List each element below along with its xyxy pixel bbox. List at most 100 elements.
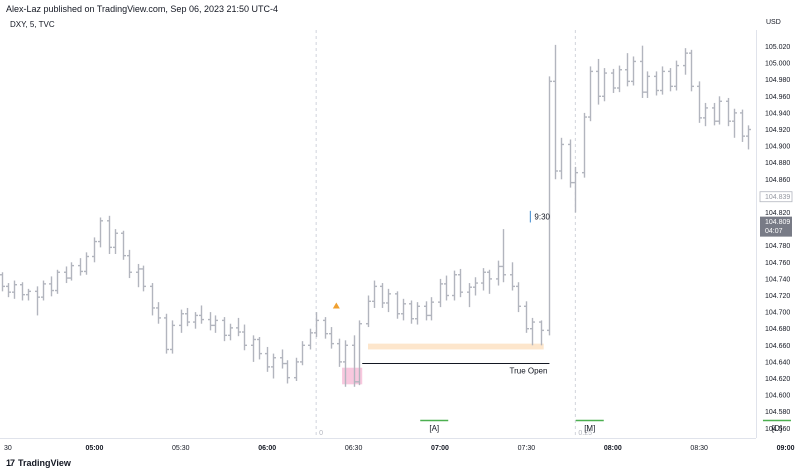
ohlc-bar-53[interactable] xyxy=(380,283,385,308)
ohlc-bar-65[interactable] xyxy=(467,283,472,308)
ohlc-bar-88[interactable] xyxy=(631,56,636,86)
ohlc-bar-27[interactable] xyxy=(193,312,198,329)
ohlc-bar-51[interactable] xyxy=(366,295,371,328)
ohlc-bar-32[interactable] xyxy=(228,323,233,341)
symbol-legend[interactable]: DXY, 5, TVC xyxy=(10,20,55,29)
ohlc-bar-13[interactable] xyxy=(92,237,97,263)
ohlc-bar-95[interactable] xyxy=(683,48,688,75)
ohlc-bar-5[interactable] xyxy=(35,286,40,316)
ohlc-bar-59[interactable] xyxy=(424,301,429,321)
triangle-marker[interactable] xyxy=(332,302,340,309)
ohlc-bar-66[interactable] xyxy=(473,277,478,296)
ohlc-bar-8[interactable] xyxy=(55,269,60,294)
ohlc-bar-93[interactable] xyxy=(668,68,673,92)
ohlc-bar-75[interactable] xyxy=(539,320,544,346)
ohlc-bar-101[interactable] xyxy=(726,97,731,127)
ohlc-bar-91[interactable] xyxy=(654,71,659,96)
time-axis[interactable]: 30 05:00 05:30 06:00 06:30 07:00 07:30 08:00 08:… xyxy=(4,445,800,452)
pink-zone[interactable] xyxy=(342,367,363,385)
ohlc-bar-72[interactable] xyxy=(516,282,521,313)
ohlc-bar-1[interactable] xyxy=(6,283,11,298)
price-axis[interactable]: 105.020 105.000 104.980 104.960 104.940 104.9… xyxy=(759,44,793,433)
ohlc-bar-26[interactable] xyxy=(185,307,190,327)
ohlc-bar-17[interactable] xyxy=(121,230,126,260)
ohlc-bar-89[interactable] xyxy=(640,45,645,98)
ohlc-bar-58[interactable] xyxy=(415,302,420,325)
ohlc-bar-19[interactable] xyxy=(136,263,141,288)
ohlc-bar-90[interactable] xyxy=(645,71,650,98)
ohlc-bar-54[interactable] xyxy=(386,288,391,313)
ohlc-bar-94[interactable] xyxy=(674,60,679,91)
ohlc-bar-74[interactable] xyxy=(530,317,535,346)
ohlc-bar-62[interactable] xyxy=(444,275,449,301)
ohlc-bar-46[interactable] xyxy=(329,327,334,349)
ohlc-bar-84[interactable] xyxy=(602,68,607,102)
ohlc-bar-44[interactable] xyxy=(314,312,319,337)
ohlc-bar-70[interactable] xyxy=(501,229,506,283)
ohlc-bar-80[interactable] xyxy=(573,166,578,213)
ohlc-bar-43[interactable] xyxy=(308,328,313,350)
ohlc-bar-28[interactable] xyxy=(199,305,204,324)
ohlc-bar-15[interactable] xyxy=(107,215,112,254)
ohlc-bar-81[interactable] xyxy=(582,112,587,178)
ohlc-bar-2[interactable] xyxy=(12,280,17,299)
ohlc-bar-35[interactable] xyxy=(251,335,256,362)
ohlc-bar-69[interactable] xyxy=(496,260,501,286)
ohlc-bar-87[interactable] xyxy=(625,53,630,87)
ohlc-bar-50[interactable] xyxy=(357,320,362,386)
currency-label[interactable]: USD xyxy=(766,19,781,26)
ohlc-bar-36[interactable] xyxy=(257,337,262,360)
ohlc-bar-86[interactable] xyxy=(617,65,622,93)
ohlc-bar-73[interactable] xyxy=(524,301,529,333)
ohlc-bar-11[interactable] xyxy=(78,258,83,276)
ohlc-bar-83[interactable] xyxy=(596,58,601,105)
ohlc-bar-31[interactable] xyxy=(222,317,227,342)
ohlc-bar-38[interactable] xyxy=(271,353,276,379)
ohlc-bar-37[interactable] xyxy=(265,346,270,372)
ohlc-bar-0[interactable] xyxy=(0,272,5,292)
ohlc-bar-22[interactable] xyxy=(156,302,161,324)
orange-zone[interactable] xyxy=(368,343,544,350)
ohlc-bar-55[interactable] xyxy=(395,291,400,319)
ohlc-bar-24[interactable] xyxy=(170,320,175,354)
ohlc-bar-39[interactable] xyxy=(280,349,285,369)
ohlc-bar-7[interactable] xyxy=(49,276,54,297)
ohlc-bar-14[interactable] xyxy=(98,217,103,248)
ohlc-bar-49[interactable] xyxy=(352,335,357,387)
ohlc-bar-56[interactable] xyxy=(401,298,406,321)
ohlc-bar-82[interactable] xyxy=(588,66,593,122)
ohlc-bar-29[interactable] xyxy=(208,312,213,331)
ohlc-bar-71[interactable] xyxy=(510,262,515,291)
ohlc-bar-98[interactable] xyxy=(703,102,708,127)
ohlc-bar-21[interactable] xyxy=(150,283,155,316)
ohlc-bar-23[interactable] xyxy=(164,313,169,354)
ohlc-bar-9[interactable] xyxy=(64,266,69,284)
ohlc-bar-12[interactable] xyxy=(84,252,89,275)
ohlc-bar-68[interactable] xyxy=(487,269,492,294)
ohlc-bar-57[interactable] xyxy=(409,300,414,324)
ohlc-bar-6[interactable] xyxy=(41,280,46,301)
ohlc-bar-99[interactable] xyxy=(712,102,717,126)
ohlc-bar-67[interactable] xyxy=(481,268,486,291)
ohlc-bar-4[interactable] xyxy=(26,288,31,301)
ohlc-bar-85[interactable] xyxy=(611,68,616,93)
ohlc-bar-48[interactable] xyxy=(343,340,348,387)
ohlc-bar-10[interactable] xyxy=(69,262,74,281)
ohlc-bar-30[interactable] xyxy=(213,315,218,333)
tradingview-logo[interactable]: 17 TradingView xyxy=(6,458,71,468)
ohlc-bar-34[interactable] xyxy=(242,324,247,351)
ohlc-bar-63[interactable] xyxy=(452,270,457,301)
ohlc-bar-16[interactable] xyxy=(113,229,118,254)
ohlc-bar-25[interactable] xyxy=(179,309,184,333)
ohlc-bar-18[interactable] xyxy=(127,249,132,279)
ohlc-bar-64[interactable] xyxy=(458,268,463,298)
ohlc-bar-61[interactable] xyxy=(438,278,443,308)
ohlc-bar-104[interactable] xyxy=(746,125,751,150)
ohlc-bar-103[interactable] xyxy=(740,109,745,142)
ohlc-bar-76[interactable] xyxy=(547,76,552,336)
ohlc-bar-20[interactable] xyxy=(141,265,146,292)
ohlc-bar-78[interactable] xyxy=(559,137,564,180)
ohlc-bar-47[interactable] xyxy=(337,338,342,367)
ohlc-bar-97[interactable] xyxy=(697,81,702,123)
